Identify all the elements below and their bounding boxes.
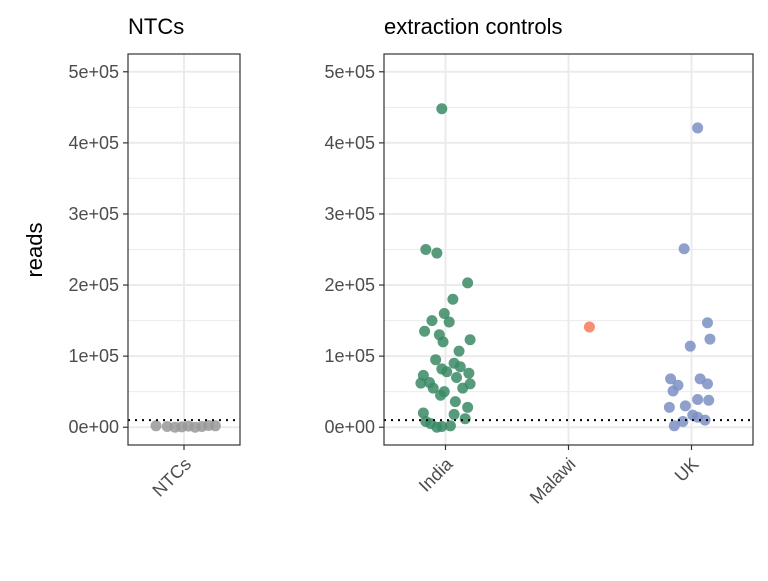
data-point-india — [427, 382, 439, 394]
data-point-india — [426, 315, 438, 327]
data-point-uk — [692, 122, 704, 134]
y-tick-label: 4e+05 — [68, 133, 119, 153]
data-point-india — [435, 389, 447, 401]
y-tick-label: 0e+00 — [324, 417, 375, 437]
data-point-uk — [699, 414, 711, 426]
data-point-india — [417, 407, 429, 419]
panel-title-extraction-controls: extraction controls — [384, 14, 563, 39]
data-point-uk — [684, 340, 696, 352]
data-point-india — [431, 421, 443, 433]
data-point-india — [438, 307, 450, 319]
data-point-india — [420, 244, 432, 255]
data-point-india — [419, 325, 431, 337]
data-point-uk — [677, 416, 689, 428]
data-point-india — [415, 377, 427, 389]
y-tick-label: 1e+05 — [324, 346, 375, 366]
data-point-india — [447, 293, 459, 305]
data-point-india — [437, 336, 449, 348]
data-point-uk — [701, 378, 713, 390]
data-point-uk — [665, 373, 677, 385]
y-tick-label: 2e+05 — [324, 275, 375, 295]
data-point-ntcs — [209, 420, 221, 432]
data-point-india — [453, 345, 465, 357]
data-point-uk — [692, 394, 704, 406]
data-point-malawi — [583, 321, 595, 333]
data-point-india — [454, 361, 466, 373]
data-point-uk — [704, 333, 716, 345]
data-point-uk — [668, 420, 680, 432]
data-point-uk — [703, 394, 715, 406]
data-point-india — [464, 334, 476, 346]
data-point-uk — [679, 400, 691, 412]
y-tick-label: 4e+05 — [324, 133, 375, 153]
data-point-uk — [678, 243, 690, 255]
data-point-india — [436, 103, 448, 115]
data-point-uk — [663, 401, 675, 413]
y-tick-label: 3e+05 — [68, 204, 119, 224]
y-axis-label: reads — [22, 222, 47, 277]
y-tick-label: 5e+05 — [68, 62, 119, 82]
data-point-india — [462, 277, 474, 289]
data-point-ntcs — [150, 420, 162, 432]
data-point-india — [451, 371, 463, 383]
data-point-india — [459, 413, 471, 425]
y-tick-label: 1e+05 — [68, 346, 119, 366]
data-point-india — [462, 401, 474, 413]
y-tick-label: 5e+05 — [324, 62, 375, 82]
y-tick-label: 0e+00 — [68, 417, 119, 437]
y-tick-label: 2e+05 — [68, 275, 119, 295]
data-point-india — [444, 420, 456, 432]
panel-title-ntcs: NTCs — [128, 14, 184, 39]
data-point-india — [430, 354, 442, 366]
data-point-india — [441, 366, 453, 378]
data-point-india — [457, 382, 469, 394]
data-point-uk — [667, 385, 679, 397]
data-point-india — [448, 408, 460, 420]
y-tick-label: 3e+05 — [324, 204, 375, 224]
data-point-india — [463, 367, 475, 379]
data-point-india — [449, 396, 461, 408]
data-point-uk — [701, 317, 713, 329]
data-point-india — [443, 316, 455, 328]
data-point-india — [431, 247, 443, 259]
